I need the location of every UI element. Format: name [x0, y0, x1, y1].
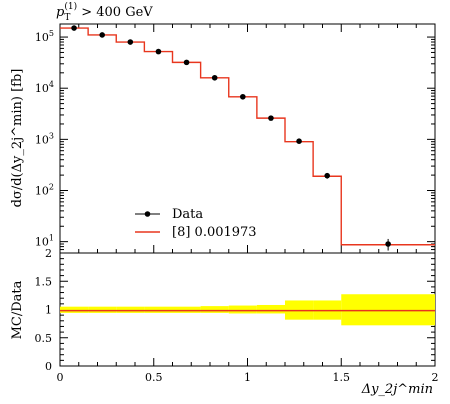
- cut-rest: > 400 GeV: [77, 5, 153, 20]
- mc-histogram: [60, 27, 435, 246]
- x-axis-label: Δy_2j^min: [361, 382, 433, 397]
- ratio-y-axis-label: MC/Data: [10, 280, 25, 339]
- ratio-y-tick-label: 0.5: [35, 332, 53, 345]
- data-point: [71, 25, 77, 31]
- x-tick-label: 1: [244, 371, 251, 384]
- data-point: [211, 74, 218, 81]
- ratio-y-tick-label: 2: [45, 247, 52, 260]
- y-tick-label: 104: [35, 80, 54, 95]
- band-bin: [144, 306, 173, 313]
- data-point: [268, 115, 274, 121]
- band-bin: [88, 306, 117, 313]
- band-bin: [60, 306, 89, 313]
- data-points-group: [71, 25, 391, 251]
- ratio-y-tick-label: 1: [45, 304, 52, 317]
- data-point: [385, 241, 391, 247]
- x-tick-label: 1.5: [333, 371, 351, 384]
- main-plot-frame: [59, 23, 436, 254]
- cut-label: pT(1) > 400 GeV: [56, 1, 153, 23]
- cut-sup: (1): [64, 1, 77, 12]
- band-bin: [200, 306, 229, 313]
- band-bin: [172, 306, 201, 313]
- x-tick-label: 2: [432, 371, 439, 384]
- band-bin: [256, 304, 285, 314]
- x-tick-label: 0.5: [145, 371, 163, 384]
- y-tick-label: 102: [35, 183, 54, 198]
- data-point: [296, 138, 302, 145]
- y-tick-label: 103: [35, 131, 54, 146]
- cut-var: p: [56, 5, 65, 20]
- data-point: [127, 39, 134, 45]
- cut-sub: T: [64, 13, 70, 23]
- y-tick-label: 105: [35, 29, 54, 44]
- x-tick-label: 0: [57, 371, 64, 384]
- legend-data-marker: [144, 211, 151, 217]
- ratio-y-tick-label: 1.5: [35, 275, 53, 288]
- data-point: [155, 48, 162, 55]
- data-point: [240, 93, 246, 100]
- y-tick-label: 101: [35, 234, 54, 249]
- legend-data-label: Data: [172, 207, 203, 222]
- ratio-y-tick-label: 0: [45, 360, 52, 373]
- band-bin: [341, 294, 435, 326]
- main-y-axis-label: dσ/d(Δy_2j^min) [fb]: [10, 69, 25, 208]
- data-point: [324, 172, 330, 179]
- band-bin: [228, 305, 257, 314]
- mc-histogram-group: [60, 27, 435, 246]
- uncertainty-band: [60, 294, 435, 326]
- legend-mc-label: [8] 0.001973: [172, 225, 257, 240]
- band-bin: [116, 306, 145, 313]
- legend: Data [8] 0.001973: [135, 207, 257, 240]
- data-point: [183, 59, 190, 66]
- data-point: [99, 32, 105, 38]
- main-ticks: 105 104 103 102 101: [35, 24, 436, 254]
